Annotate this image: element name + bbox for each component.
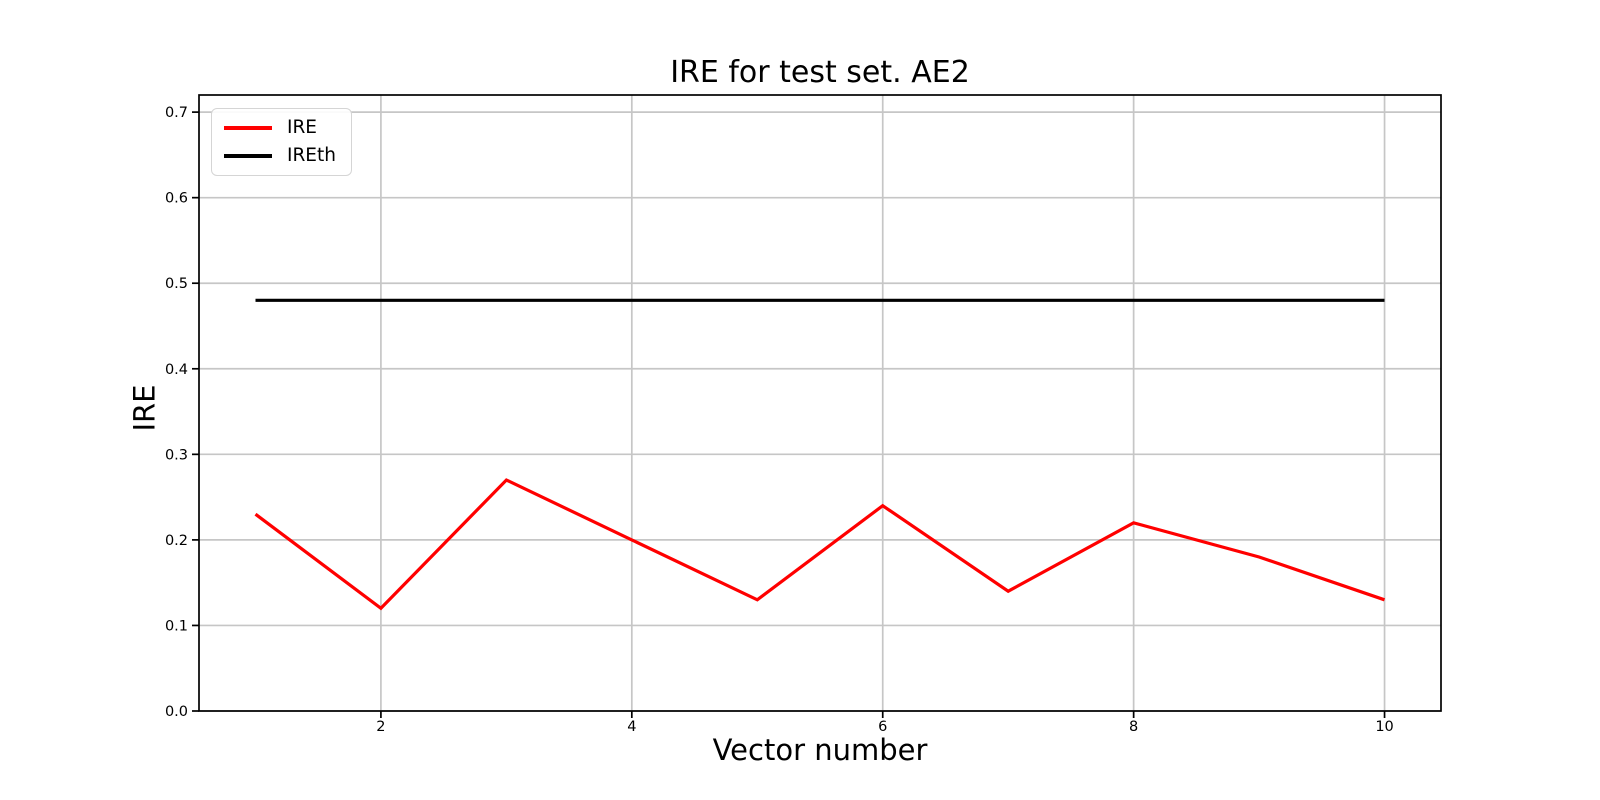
y-tick-label: 0.2 [165, 533, 188, 549]
legend-label-ire: IRE [287, 117, 317, 138]
legend-item-ire: IRE [224, 114, 339, 142]
y-axis-label: IRE [127, 384, 162, 432]
x-tick-label: 8 [1129, 719, 1138, 735]
x-tick-label: 10 [1375, 719, 1393, 735]
chart-title: IRE for test set. AE2 [670, 55, 970, 90]
legend-item-ireth: IREth [224, 142, 339, 170]
series-line-ire [254, 478, 1386, 611]
x-axis-label: Vector number [712, 733, 928, 767]
y-tick-label: 0.6 [165, 191, 188, 207]
ire-line-sample [224, 126, 272, 130]
x-tick-label: 4 [627, 719, 636, 735]
y-tick-label: 0.4 [165, 362, 188, 378]
legend-box: IRE IREth [211, 108, 352, 176]
y-tick-label: 0.5 [165, 276, 188, 292]
x-tick-label: 6 [878, 719, 887, 735]
y-tick-label: 0.3 [165, 447, 188, 463]
legend-label-ireth: IREth [287, 145, 336, 166]
plot-border [198, 94, 1442, 712]
y-tick-label: 0.1 [165, 618, 188, 634]
y-tick-label: 0.0 [165, 704, 188, 720]
ireth-line-sample [224, 154, 272, 158]
y-tick-label: 0.7 [165, 105, 188, 121]
x-tick-label: 2 [376, 719, 385, 735]
